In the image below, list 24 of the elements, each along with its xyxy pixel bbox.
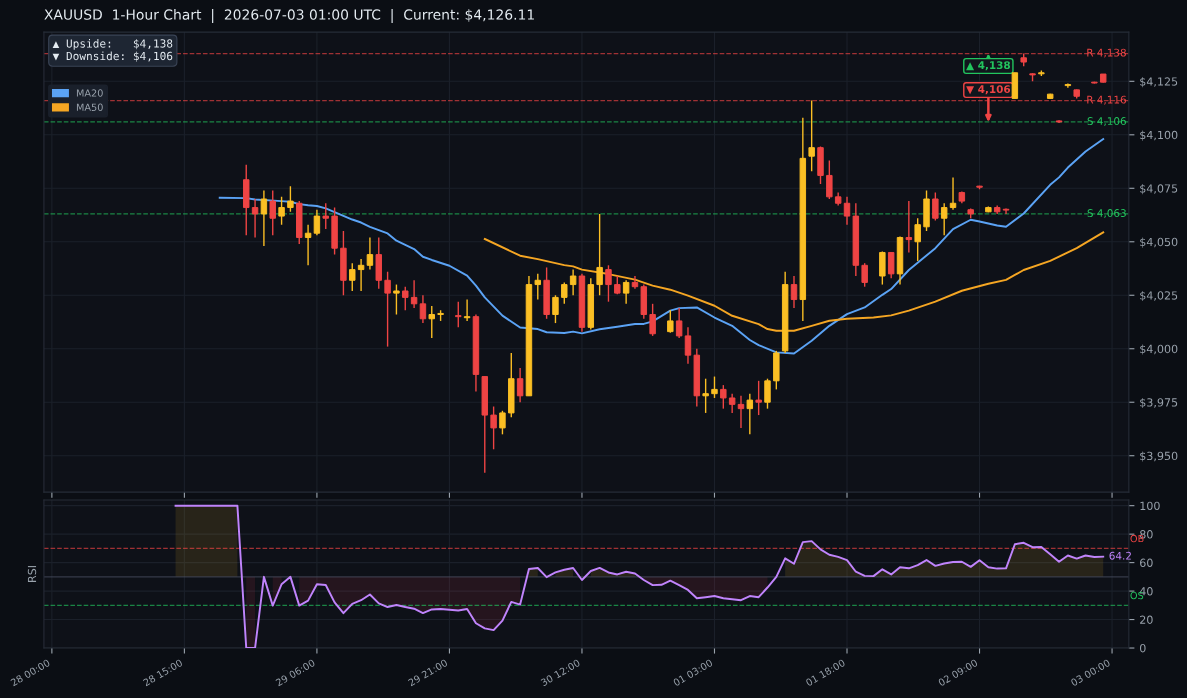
- annotation: ▲ 4,138: [966, 61, 1011, 71]
- annotation: 64.2: [1109, 551, 1131, 560]
- y-tick-label: $4,025: [1140, 291, 1178, 302]
- y-tick-label: $3,975: [1140, 398, 1178, 409]
- annotation: ▼ 4,106: [966, 85, 1011, 95]
- annotation: ▲ Upside: $4,138 ▼ Downside: $4,106: [52, 39, 173, 62]
- legend-label: MA50: [76, 103, 103, 111]
- y-tick-label: 20: [1140, 615, 1153, 624]
- y-tick-label: $3,950: [1140, 451, 1178, 462]
- ref-line-label: S 4,063: [1087, 209, 1126, 219]
- y-tick-label: 60: [1140, 558, 1153, 567]
- ref-line-label: S 4,106: [1087, 117, 1127, 127]
- ref-line-label: R 4,116: [1087, 95, 1127, 105]
- y-axis-title: RSI: [27, 566, 37, 582]
- legend-label: MA20: [76, 89, 103, 97]
- y-tick-label: $4,075: [1140, 184, 1178, 195]
- y-tick-label: $4,050: [1140, 237, 1178, 248]
- y-tick-label: 100: [1140, 501, 1160, 511]
- chart-title: XAUUSD 1-Hour Chart | 2026-07-03 01:00 UTC | Current: $4,126.11: [44, 8, 534, 23]
- ref-line-label: R 4,138: [1087, 48, 1126, 58]
- y-tick-label: $4,125: [1140, 77, 1178, 88]
- y-tick-label: $4,000: [1140, 344, 1178, 355]
- y-tick-label: $4,100: [1140, 130, 1178, 141]
- y-tick-label: 0: [1139, 644, 1146, 653]
